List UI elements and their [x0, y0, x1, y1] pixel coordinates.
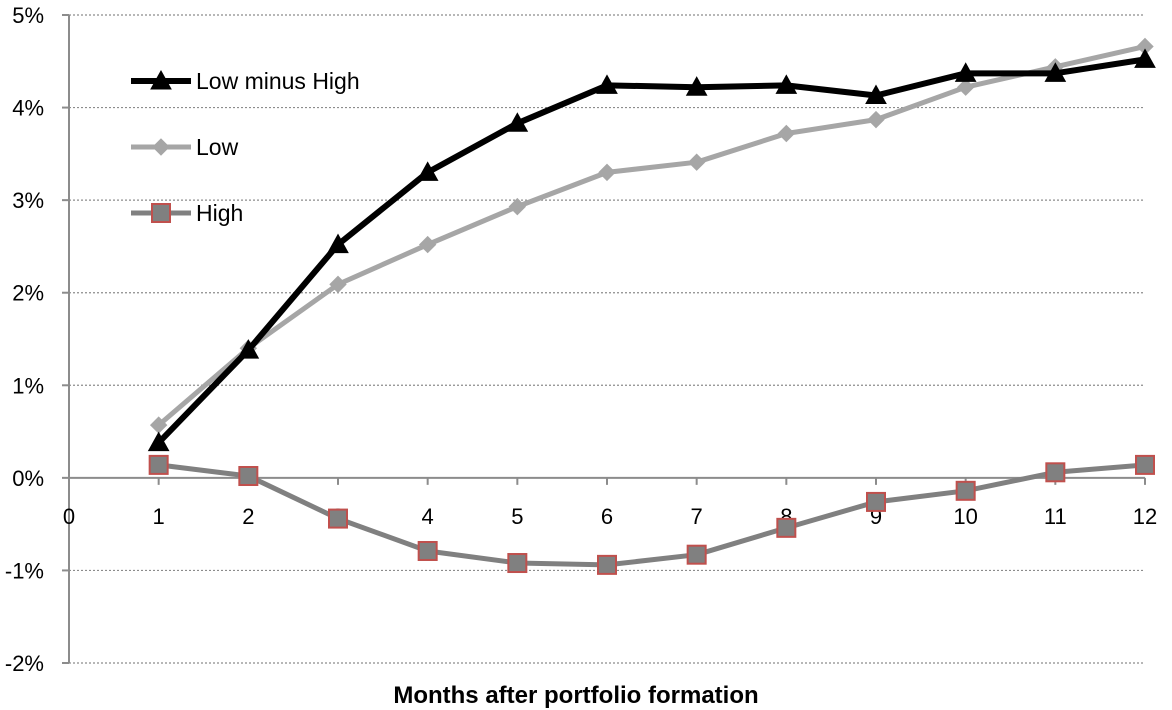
data-point-triangle	[237, 339, 260, 359]
data-point-square	[238, 466, 259, 487]
data-point-triangle	[685, 76, 708, 96]
y-tick-label: -1%	[5, 558, 44, 583]
data-point-diamond	[329, 275, 347, 294]
data-point-triangle	[327, 233, 349, 254]
legend-item: Low minus High	[131, 68, 360, 94]
data-point-square	[1135, 454, 1155, 475]
series-lines	[147, 37, 1156, 575]
data-point-triangle	[775, 74, 798, 94]
data-point-triangle	[865, 84, 887, 105]
data-point-square	[148, 454, 169, 475]
data-point-square	[328, 508, 348, 529]
x-tick-label: 6	[601, 504, 613, 529]
data-point-square	[955, 480, 976, 501]
x-tick-label: 2	[242, 504, 254, 529]
legend-label: High	[196, 200, 243, 226]
x-tick-label: 12	[1133, 504, 1157, 529]
series-line	[157, 44, 1146, 427]
data-point-square	[776, 517, 797, 538]
legend-item: Low	[131, 134, 239, 160]
data-point-diamond	[418, 235, 437, 254]
y-tick-label: 5%	[12, 3, 44, 28]
data-point-triangle	[416, 161, 439, 181]
legend-item: High	[131, 200, 243, 226]
series-high	[148, 454, 1155, 575]
x-tick-labels: 0123456789101112	[63, 504, 1157, 529]
y-tick-label: 1%	[12, 373, 44, 398]
series-low	[149, 37, 1154, 434]
data-point-diamond	[152, 138, 170, 156]
y-tick-label: 3%	[12, 188, 44, 213]
x-tick-label: 7	[691, 504, 703, 529]
x-axis-title: Months after portfolio formation	[393, 682, 758, 709]
data-point-square	[417, 540, 438, 561]
x-tick-label: 0	[63, 504, 75, 529]
data-point-diamond	[867, 110, 885, 129]
data-point-diamond	[687, 153, 706, 171]
data-point-square	[597, 554, 617, 575]
legend-label: Low	[196, 134, 239, 160]
data-point-triangle	[596, 74, 618, 94]
y-tick-label: 2%	[12, 281, 44, 306]
data-point-diamond	[777, 124, 796, 143]
x-tick-label: 1	[153, 504, 165, 529]
series-low-minus-high	[147, 48, 1156, 452]
data-point-triangle	[147, 431, 170, 452]
legend-label: Low minus High	[196, 68, 360, 94]
x-tick-label: 4	[422, 504, 434, 529]
data-point-square	[866, 491, 886, 512]
data-point-triangle	[954, 62, 977, 82]
data-point-triangle	[150, 69, 172, 90]
y-tick-label: -2%	[5, 651, 44, 676]
x-tick-label: 5	[511, 504, 523, 529]
data-point-square	[507, 553, 528, 574]
y-tick-label: 4%	[12, 96, 44, 121]
series-line	[158, 462, 1146, 568]
x-tick-label: 10	[953, 504, 977, 529]
y-tick-label: 0%	[12, 466, 44, 491]
data-point-square	[1045, 462, 1066, 483]
data-point-triangle	[506, 112, 529, 132]
data-point-diamond	[598, 163, 616, 182]
data-point-diamond	[956, 78, 975, 96]
data-point-diamond	[508, 197, 527, 216]
gridlines	[69, 14, 1145, 664]
series-line	[156, 56, 1146, 445]
y-tick-labels: 5% 4% 3% 2% 1% 0% -1% -2%	[5, 3, 44, 676]
data-point-square	[151, 203, 171, 223]
data-point-triangle	[1134, 48, 1156, 68]
legend: Low minus High Low High	[131, 68, 360, 226]
x-tick-label: 11	[1044, 504, 1067, 529]
data-point-triangle	[1044, 62, 1067, 82]
data-point-square	[686, 544, 707, 565]
